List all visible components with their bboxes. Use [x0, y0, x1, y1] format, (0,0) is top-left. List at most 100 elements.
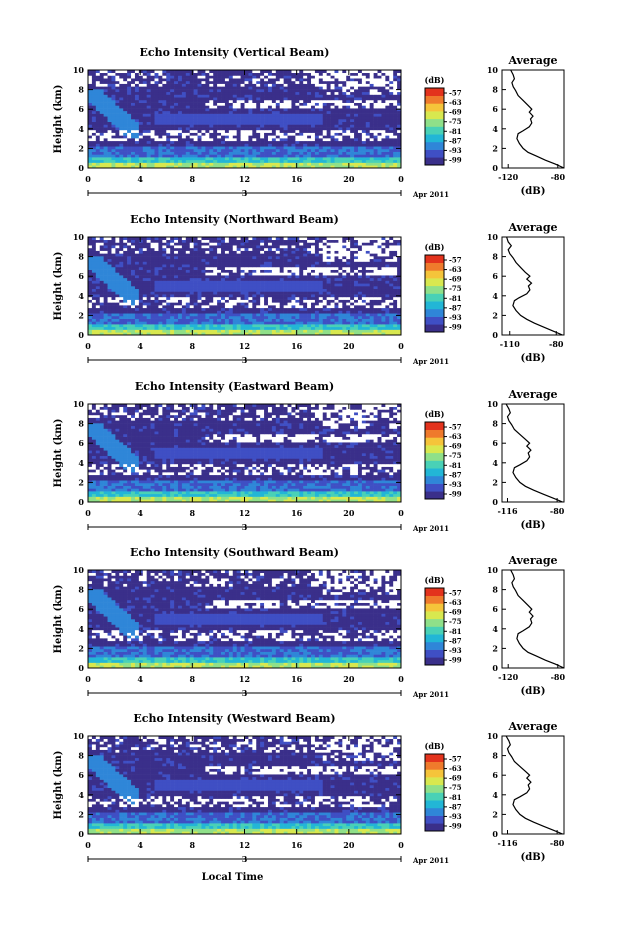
- heatmap-cell: [96, 105, 100, 108]
- heatmap-cell: [362, 146, 366, 149]
- heatmap-cell: [194, 138, 198, 141]
- heatmap-cell: [252, 95, 256, 98]
- heatmap-cell: [307, 75, 311, 78]
- heatmap-cell: [213, 116, 217, 119]
- heatmap-cell: [307, 316, 311, 319]
- heatmap-cell: [260, 160, 264, 163]
- heatmap-cell: [96, 319, 100, 322]
- heatmap-cell: [139, 89, 143, 92]
- heatmap-cell: [252, 291, 256, 294]
- heatmap-cell: [319, 324, 323, 327]
- heatmap-cell: [342, 97, 346, 100]
- heatmap-cell: [119, 119, 123, 122]
- heatmap-cell: [350, 308, 354, 311]
- heatmap-cell: [119, 291, 123, 294]
- heatmap-cell: [366, 135, 370, 138]
- heatmap-cell: [350, 267, 354, 270]
- heatmap-cell: [119, 127, 123, 130]
- heatmap-cell: [362, 138, 366, 141]
- heatmap-cell: [174, 141, 178, 144]
- heatmap-cell: [252, 119, 256, 122]
- heatmap-cell: [319, 300, 323, 303]
- heatmap-cell: [307, 152, 311, 155]
- heatmap-cell: [225, 275, 229, 278]
- heatmap-cell: [108, 75, 112, 78]
- colorbar-swatch: [425, 119, 444, 127]
- heatmap-cell: [170, 270, 174, 273]
- heatmap-cell: [334, 152, 338, 155]
- heatmap-cell: [104, 300, 108, 303]
- heatmap-cell: [158, 144, 162, 147]
- heatmap-cell: [378, 89, 382, 92]
- heatmap-cell: [252, 141, 256, 144]
- heatmap-cell: [389, 75, 393, 78]
- heatmap-cell: [327, 286, 331, 289]
- heatmap-cell: [119, 122, 123, 125]
- heatmap-cell: [338, 133, 342, 136]
- heatmap-cell: [115, 300, 119, 303]
- heatmap-cell: [299, 108, 303, 111]
- x-tick-label: 8: [190, 174, 196, 184]
- heatmap-cell: [198, 163, 202, 166]
- heatmap-cell: [209, 149, 213, 152]
- heatmap-cell: [342, 289, 346, 292]
- heatmap-cell: [92, 270, 96, 273]
- heatmap-cell: [284, 330, 288, 333]
- heatmap-cell: [166, 103, 170, 106]
- heatmap-cell: [256, 73, 260, 76]
- heatmap-cell: [96, 149, 100, 152]
- heatmap-cell: [201, 97, 205, 100]
- heatmap-cell: [268, 73, 272, 76]
- heatmap-cell: [331, 294, 335, 297]
- heatmap-cell: [155, 321, 159, 324]
- heatmap-cell: [104, 272, 108, 275]
- heatmap-cell: [115, 327, 119, 330]
- heatmap-cell: [311, 154, 315, 157]
- heatmap-cell: [354, 97, 358, 100]
- heatmap-cell: [381, 311, 385, 314]
- heatmap-cell: [299, 308, 303, 311]
- heatmap-cell: [166, 300, 170, 303]
- heatmap-cell: [237, 270, 241, 273]
- heatmap-cell: [389, 119, 393, 122]
- heatmap-cell: [96, 103, 100, 106]
- heatmap-cell: [135, 327, 139, 330]
- heatmap-cell: [127, 78, 131, 81]
- heatmap-cell: [233, 154, 237, 157]
- heatmap-cell: [217, 138, 221, 141]
- heatmap-cell: [233, 275, 237, 278]
- heatmap-cell: [389, 116, 393, 119]
- heatmap-cell: [374, 300, 378, 303]
- heatmap-cell: [135, 289, 139, 292]
- heatmap-cell: [284, 316, 288, 319]
- heatmap-cell: [221, 297, 225, 300]
- heatmap-cell: [182, 119, 186, 122]
- heatmap-cell: [299, 152, 303, 155]
- heatmap-cell: [88, 124, 92, 127]
- heatmap-cell: [205, 97, 209, 100]
- heatmap-cell: [108, 311, 112, 314]
- heatmap-cell: [96, 283, 100, 286]
- heatmap-cell: [245, 305, 249, 308]
- heatmap-cell: [111, 73, 115, 76]
- heatmap-cell: [104, 97, 108, 100]
- heatmap-cell: [182, 327, 186, 330]
- heatmap-cell: [291, 149, 295, 152]
- heatmap-cell: [303, 289, 307, 292]
- heatmap-cell: [334, 130, 338, 133]
- heatmap-cell: [186, 133, 190, 136]
- heatmap-cell: [100, 84, 104, 87]
- heatmap-cell: [190, 105, 194, 108]
- heatmap-cell: [96, 95, 100, 98]
- heatmap-cell: [393, 316, 397, 319]
- heatmap-cell: [155, 297, 159, 300]
- heatmap-cell: [190, 157, 194, 160]
- heatmap-cell: [245, 92, 249, 95]
- heatmap-cell: [209, 154, 213, 157]
- heatmap-cell: [338, 141, 342, 144]
- heatmap-cell: [233, 116, 237, 119]
- heatmap-cell: [127, 267, 131, 270]
- heatmap-cell: [248, 300, 252, 303]
- heatmap-cell: [92, 160, 96, 163]
- heatmap-cell: [147, 130, 151, 133]
